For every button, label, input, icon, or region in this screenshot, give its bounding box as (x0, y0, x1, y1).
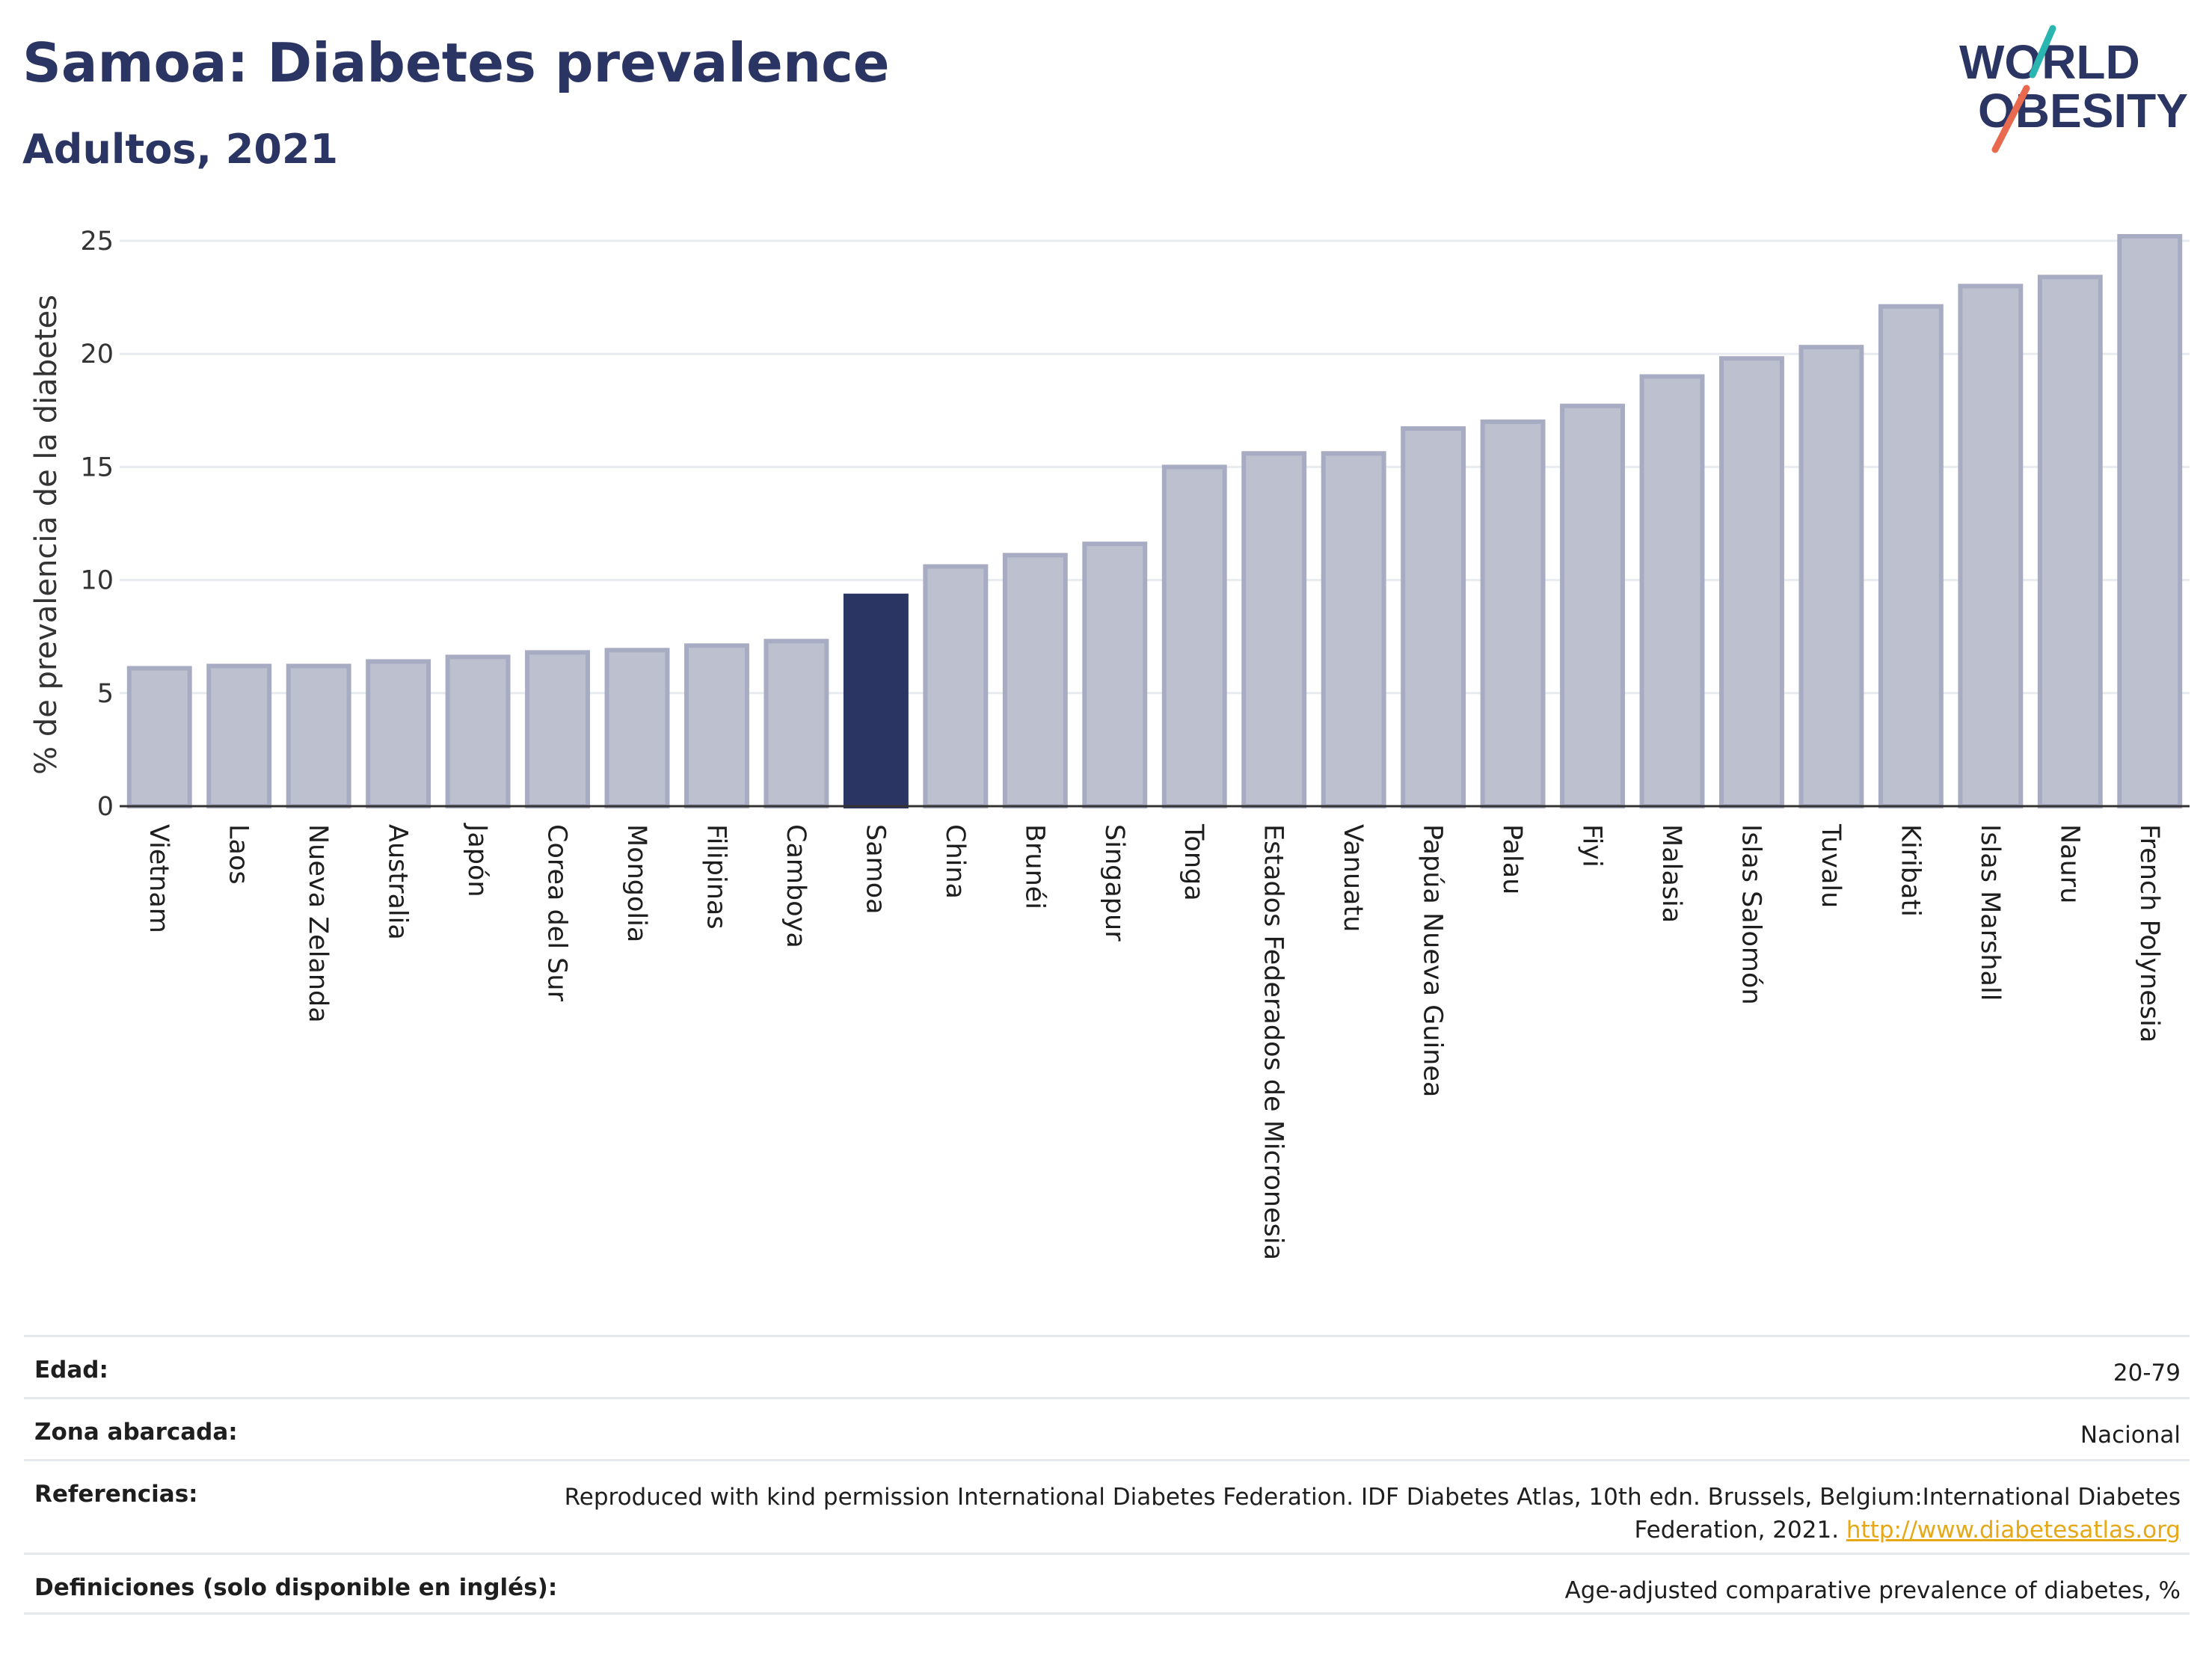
bar (2037, 274, 2103, 809)
age-value: 20-79 (2113, 1360, 2181, 1387)
details-row-age: Edad: 20-79 (24, 1335, 2190, 1397)
details-row-references: Referencias: Reproduced with kind permis… (24, 1459, 2190, 1553)
x-tick-label: Samoa (860, 824, 890, 915)
x-tick-label: Australia (383, 824, 413, 940)
x-tick-label: Camboya (781, 824, 811, 948)
bar (684, 643, 749, 809)
y-tick-label: 20 (80, 340, 114, 369)
bar (764, 639, 829, 808)
x-tick-label: Singapur (1099, 824, 1129, 942)
bar (126, 666, 192, 809)
bar (1161, 464, 1227, 809)
x-tick-label: Tonga (1179, 823, 1208, 901)
details-table: Edad: 20-79 Zona abarcada: Nacional Refe… (24, 1335, 2190, 1615)
bar (1401, 426, 1466, 808)
y-axis-label: % de prevalencia de la diabetes (29, 295, 64, 775)
definitions-value: Age-adjusted comparative prevalence of d… (1564, 1577, 2181, 1604)
y-tick-label: 5 (97, 679, 114, 709)
bar (604, 648, 670, 808)
bar (1798, 345, 1864, 808)
x-tick-label: Estados Federados de Micronesia (1259, 824, 1288, 1260)
x-tick-label: Brunéi (1019, 824, 1049, 909)
logo-slash-bottom (1991, 85, 2030, 153)
bar-chart: 0 5 10 15 20 25 % de prevalencia de la diabete… (29, 227, 2190, 1260)
chart-title: Samoa: Diabetes prevalence (22, 31, 890, 94)
bar (1241, 451, 1307, 808)
y-tick-label: 0 (97, 792, 114, 822)
bar (1639, 374, 1705, 808)
bar (2117, 233, 2183, 808)
bar (1878, 304, 1944, 809)
world-obesity-logo: WORLD OBESITY (1959, 25, 2188, 153)
logo-world-text: WORLD (1959, 35, 2140, 89)
references-value: Reproduced with kind permission Internat… (491, 1481, 2190, 1547)
x-tick-label: Papúa Nueva Guinea (1418, 824, 1448, 1097)
x-tick-label: Vanuatu (1338, 824, 1368, 932)
x-tick-label: Vietnam (144, 824, 173, 933)
bar (206, 663, 272, 809)
bar (1082, 541, 1148, 808)
details-row-definitions: Definiciones (solo disponible en inglés)… (24, 1553, 2190, 1615)
x-tick-label: Malasia (1656, 824, 1686, 923)
chart-subtitle: Adultos, 2021 (22, 126, 339, 173)
bar (525, 650, 590, 808)
x-tick-label: Corea del Sur (542, 824, 572, 1002)
bar (1480, 419, 1546, 808)
bar (923, 564, 989, 808)
diabetes-atlas-link[interactable]: http://www.diabetesatlas.org (1846, 1517, 2181, 1544)
x-tick-label: Tuvalu (1816, 823, 1846, 908)
x-tick-label: Mongolia (621, 824, 651, 942)
age-label: Edad: (34, 1357, 108, 1384)
x-tick-label: Palau (1497, 824, 1527, 894)
x-tick-label: China (940, 824, 970, 899)
bar (445, 654, 511, 809)
logo-slash-top (2029, 25, 2056, 79)
bar (366, 659, 431, 808)
x-tick-label: French Polynesia (2134, 824, 2164, 1043)
x-tick-label: Filipinas (701, 824, 731, 930)
x-tick-label: Kiribati (1895, 824, 1925, 917)
bar (1958, 283, 2024, 809)
x-tick-label: Nueva Zelanda (303, 824, 333, 1023)
area-label: Zona abarcada: (34, 1419, 238, 1446)
references-text: Reproduced with kind permission Internat… (564, 1484, 2181, 1544)
references-label: Referencias: (34, 1481, 198, 1508)
x-tick-label: Islas Salomón (1736, 824, 1766, 1005)
y-tick-label: 10 (80, 566, 114, 596)
bar (1002, 553, 1068, 808)
y-tick-label: 25 (80, 227, 114, 257)
x-tick-label: Nauru (2054, 824, 2084, 903)
x-tick-label: Laos (224, 824, 254, 885)
bar (286, 663, 351, 809)
x-tick-label: Japón (462, 823, 492, 897)
bar (1560, 403, 1625, 808)
bar (1321, 451, 1386, 808)
x-tick-label: Islas Marshall (1975, 824, 2005, 1001)
details-row-area: Zona abarcada: Nacional (24, 1397, 2190, 1459)
y-tick-label: 15 (80, 452, 114, 482)
bar (1719, 356, 1784, 808)
x-tick-label: Fiyi (1577, 824, 1607, 868)
definitions-label: Definiciones (solo disponible en inglés)… (34, 1574, 558, 1601)
area-value: Nacional (2080, 1422, 2181, 1449)
bar (843, 593, 909, 808)
